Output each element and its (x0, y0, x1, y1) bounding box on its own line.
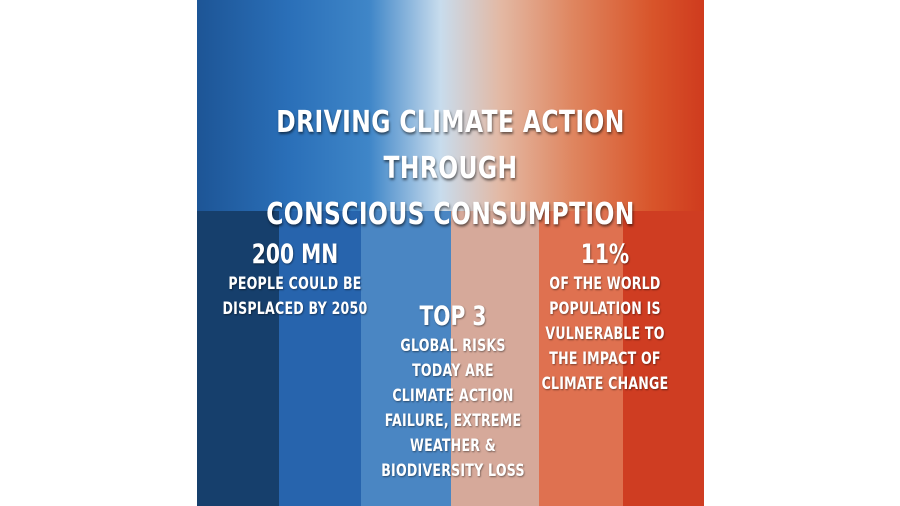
stat-text-line: PEOPLE COULD BE (228, 274, 362, 294)
headline-line-1: DRIVING CLIMATE ACTION THROUGH (276, 105, 625, 186)
stat-figure: TOP 3 (419, 301, 487, 332)
stat-figure: 200 MN (251, 239, 339, 270)
stat-text-line: DISPLACED BY 2050 (222, 299, 368, 319)
stripe-blue (279, 211, 361, 506)
climate-infographic: DRIVING CLIMATE ACTION THROUGH CONSCIOUS… (197, 0, 704, 506)
stripe-red (623, 211, 704, 506)
stat-text-line: GLOBAL RISKS (400, 336, 506, 356)
stat-text-line: CLIMATE CHANGE (541, 374, 669, 394)
stripe-light-blue (361, 211, 451, 506)
stripe-orange (539, 211, 623, 506)
stat-text-line: THE IMPACT OF (549, 349, 661, 369)
stat-vulnerable-population: 11% OF THE WORLD POPULATION IS VULNERABL… (515, 238, 695, 397)
stat-displaced: 200 MN PEOPLE COULD BE DISPLACED BY 2050 (197, 238, 393, 322)
stat-global-risks: TOP 3 GLOBAL RISKS TODAY ARE CLIMATE ACT… (347, 300, 559, 484)
stat-text-line: POPULATION IS (549, 299, 661, 319)
stat-text-line: WEATHER & (410, 436, 496, 456)
stat-text-line: OF THE WORLD (549, 274, 661, 294)
stat-text-line: BIODIVERSITY LOSS (381, 461, 525, 481)
stat-text-line: FAILURE, EXTREME (384, 411, 522, 431)
stat-text-line: VULNERABLE TO (545, 324, 665, 344)
stat-figure: 11% (580, 239, 630, 270)
headline: DRIVING CLIMATE ACTION THROUGH CONSCIOUS… (253, 100, 648, 238)
stripe-pale-salmon (451, 211, 539, 506)
stat-text-line: TODAY ARE (412, 361, 494, 381)
stat-text-line: CLIMATE ACTION (392, 386, 514, 406)
headline-line-2: CONSCIOUS CONSUMPTION (266, 197, 635, 232)
stripe-dark-blue (197, 211, 279, 506)
